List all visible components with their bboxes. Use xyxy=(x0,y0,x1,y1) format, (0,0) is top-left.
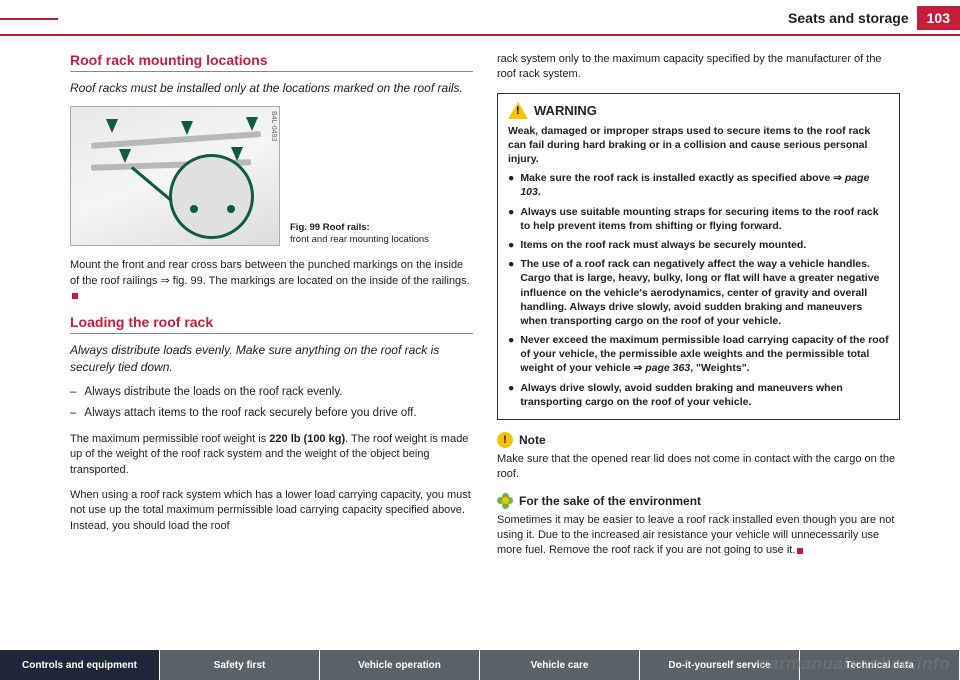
section2-p1: The maximum permissible roof weight is 2… xyxy=(70,432,473,478)
section2-title: Loading the roof rack xyxy=(70,314,473,334)
warning-triangle-icon: ! xyxy=(508,102,528,119)
section1-body: Mount the front and rear cross bars betw… xyxy=(70,258,473,304)
section1-intro: Roof racks must be installed only at the… xyxy=(70,80,473,96)
warning-bullet: ●Always drive slowly, avoid sudden braki… xyxy=(508,381,889,409)
list-item: – Always distribute the loads on the roo… xyxy=(70,385,473,401)
w5c: , "Weights". xyxy=(690,362,749,374)
warning-bullet: ●Make sure the roof rack is installed ex… xyxy=(508,171,889,199)
list-item: – Always attach items to the roof rack s… xyxy=(70,406,473,422)
section-name: Seats and storage xyxy=(788,10,909,26)
w2: Always use suitable mounting straps for … xyxy=(520,205,889,233)
warning-title: WARNING xyxy=(534,103,597,118)
note-circle-icon: ! xyxy=(497,432,513,448)
w1a: Make sure the roof rack is installed exa… xyxy=(520,172,845,184)
continuation-text: rack system only to the maximum capacity… xyxy=(497,52,900,83)
section1-body-text: Mount the front and rear cross bars betw… xyxy=(70,259,470,286)
w6: Always drive slowly, avoid sudden brakin… xyxy=(520,381,889,409)
left-column: Roof rack mounting locations Roof racks … xyxy=(70,52,473,569)
flower-icon xyxy=(497,493,513,509)
page-number: 103 xyxy=(917,6,960,30)
p1b-weight: 220 lb (100 kg) xyxy=(269,433,345,445)
end-square-icon xyxy=(797,548,803,554)
end-square-icon xyxy=(72,293,78,299)
section2-p2: When using a roof rack system which has … xyxy=(70,488,473,534)
bullet-text: Always attach items to the roof rack sec… xyxy=(84,406,416,422)
warning-box: ! WARNING Weak, damaged or improper stra… xyxy=(497,93,900,420)
watermark: carmanualsonline.info xyxy=(759,654,950,674)
warning-bullet: ●Never exceed the maximum permissible lo… xyxy=(508,333,889,376)
warning-bullet: ●The use of a roof rack can negatively a… xyxy=(508,257,889,328)
bullet-text: Always distribute the loads on the roof … xyxy=(84,385,342,401)
w4: The use of a roof rack can negatively af… xyxy=(520,257,889,328)
right-column: rack system only to the maximum capacity… xyxy=(497,52,900,569)
environment-header: For the sake of the environment xyxy=(497,493,900,509)
w3: Items on the roof rack must always be se… xyxy=(520,238,806,252)
figure-code: B4L-0493 xyxy=(270,111,277,141)
figure-caption-title: Fig. 99 Roof rails: xyxy=(290,222,370,233)
dash-icon: – xyxy=(70,406,76,422)
section2-bullets: – Always distribute the loads on the roo… xyxy=(70,385,473,422)
warning-intro: Weak, damaged or improper straps used to… xyxy=(508,124,889,167)
warning-bullet: ●Always use suitable mounting straps for… xyxy=(508,205,889,233)
footer-tab-care[interactable]: Vehicle care xyxy=(480,650,640,680)
footer-tab-safety[interactable]: Safety first xyxy=(160,650,320,680)
main-content: Roof rack mounting locations Roof racks … xyxy=(0,36,960,569)
warning-bullet: ●Items on the roof rack must always be s… xyxy=(508,238,889,252)
figure-99-image: B4L-0493 xyxy=(70,106,280,246)
figure-row: B4L-0493 Fig. 99 Roof rails: front and r… xyxy=(70,106,473,246)
w1c: . xyxy=(538,186,541,198)
environment-title: For the sake of the environment xyxy=(519,494,701,508)
footer-tab-operation[interactable]: Vehicle operation xyxy=(320,650,480,680)
header-accent-line xyxy=(0,18,58,20)
note-header: ! Note xyxy=(497,432,900,448)
figure-caption: Fig. 99 Roof rails: front and rear mount… xyxy=(290,222,473,247)
warning-header: ! WARNING xyxy=(508,102,889,119)
dash-icon: – xyxy=(70,385,76,401)
env-body-text: Sometimes it may be easier to leave a ro… xyxy=(497,514,894,557)
figure-caption-body: front and rear mounting locations xyxy=(290,234,429,245)
note-title: Note xyxy=(519,433,546,447)
p1a: The maximum permissible roof weight is xyxy=(70,433,269,445)
w5b-ref: page 363 xyxy=(645,362,690,374)
note-body: Make sure that the opened rear lid does … xyxy=(497,452,900,483)
page-header: Seats and storage 103 xyxy=(0,0,960,36)
footer-tab-controls[interactable]: Controls and equipment xyxy=(0,650,160,680)
section1-title: Roof rack mounting locations xyxy=(70,52,473,72)
environment-body: Sometimes it may be easier to leave a ro… xyxy=(497,513,900,559)
section2-intro: Always distribute loads evenly. Make sur… xyxy=(70,342,473,374)
warning-body: Weak, damaged or improper straps used to… xyxy=(508,124,889,409)
